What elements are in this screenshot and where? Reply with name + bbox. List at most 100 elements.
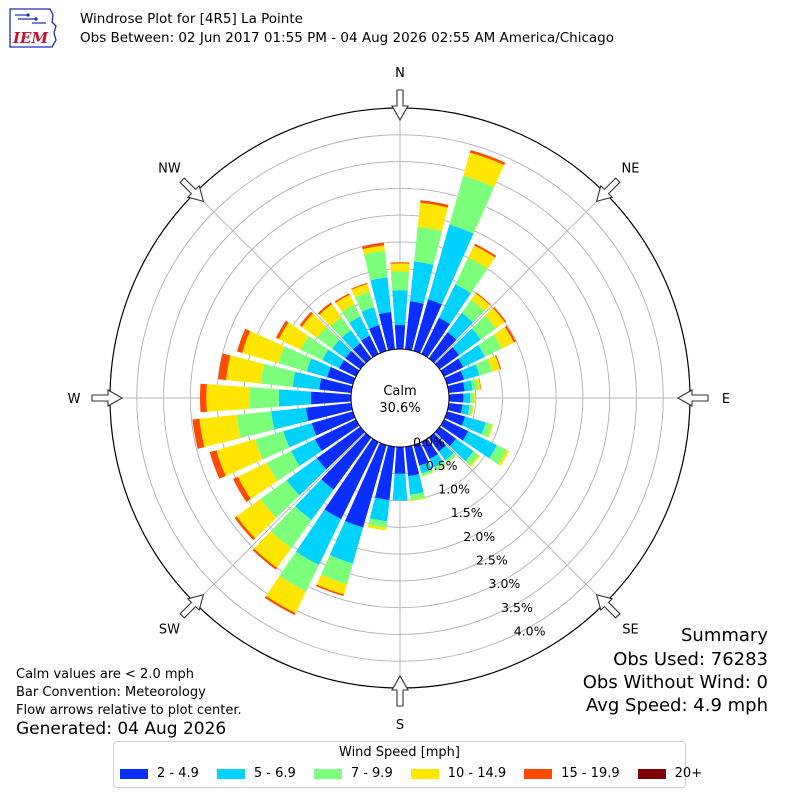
bar-segment: [465, 451, 479, 466]
bar-segment: [463, 392, 471, 404]
flow-arrow-icon: [91, 389, 124, 407]
bar-segment: [478, 378, 482, 390]
bar-segment: [392, 290, 408, 326]
bar-segment: [471, 315, 497, 340]
iem-logo: IEM: [6, 6, 62, 50]
compass-label: W: [68, 392, 81, 407]
bar-segment: [409, 261, 434, 304]
bar-segment: [462, 431, 498, 459]
bar-segment: [339, 360, 360, 377]
flow-arrow-icon: [595, 177, 621, 203]
bar-segment: [367, 524, 387, 531]
bar-segment: [324, 438, 379, 520]
bar-segment: [394, 324, 406, 350]
bar-segment: [341, 330, 361, 350]
flow-arrow-icon: [179, 593, 205, 619]
bar-segment: [422, 472, 434, 477]
bar-segment: [329, 520, 364, 564]
bar-segment: [419, 462, 433, 474]
bar-segment: [236, 328, 251, 354]
bar-segment: [209, 450, 226, 479]
bar-segment: [345, 442, 387, 528]
radial-tick-label: 3.0%: [489, 576, 521, 591]
bar-segment: [440, 358, 464, 377]
speed-legend: Wind Speed [mph] 2 - 4.9 5 - 6.9 7 - 9.9 10…: [113, 741, 702, 788]
bar-segment: [449, 438, 474, 462]
bar-segment: [473, 392, 476, 404]
bar-segment: [286, 458, 327, 496]
bar-segment: [435, 347, 460, 370]
flow-arrow-icon: [391, 674, 409, 707]
bar-segment: [236, 498, 277, 539]
bar-segment: [433, 462, 446, 471]
flow-arrow-icon: [179, 177, 205, 203]
bar-segment: [474, 243, 497, 258]
bar-segment: [475, 358, 493, 376]
legend-item: 2 - 4.9: [120, 766, 199, 781]
bar-segment: [438, 445, 454, 461]
bar-segment: [363, 250, 388, 281]
radial-tick-label: 3.5%: [501, 600, 533, 615]
bar-segment: [316, 426, 365, 470]
bar-segment: [335, 294, 355, 312]
radial-tick-label: 2.0%: [463, 529, 495, 544]
legend-swatch: [216, 768, 245, 779]
flow-arrows: [91, 89, 709, 707]
bar-segment: [292, 371, 322, 390]
bar-segment: [469, 150, 506, 166]
bar-segment: [299, 311, 313, 327]
legend-label: 5 - 6.9: [253, 766, 296, 781]
bar-segment: [461, 299, 485, 323]
bar-segment: [264, 596, 296, 616]
bar-segment: [504, 325, 516, 343]
bar-segment: [413, 442, 429, 466]
bar-segment: [316, 574, 347, 595]
bar-segment: [334, 293, 350, 303]
bar-segment: [295, 479, 334, 521]
bar-segment: [192, 418, 205, 449]
bar-segment: [321, 433, 372, 490]
bar-segment: [315, 584, 345, 597]
bar-segment: [314, 419, 360, 451]
bar-segment: [332, 339, 352, 359]
bar-segment: [271, 407, 309, 430]
bar-segment: [448, 393, 464, 403]
bar-segment: [351, 283, 370, 298]
bar-segment: [455, 257, 488, 294]
bar-segment: [435, 464, 446, 471]
compass-label: S: [396, 718, 404, 733]
legend-label: 10 - 14.9: [447, 766, 507, 781]
bar-segment: [237, 462, 278, 500]
summary-obs-without-wind: Obs Without Wind: 0: [582, 672, 768, 693]
bar-segment: [438, 284, 472, 325]
bar-segment: [445, 453, 456, 463]
bar-segment: [361, 335, 379, 358]
bar-segment: [319, 304, 342, 327]
bar-segment: [199, 383, 207, 413]
bar-segment: [278, 322, 309, 350]
legend-swatch: [313, 768, 342, 779]
legend-items: 2 - 4.9 5 - 6.9 7 - 9.9 10 - 14.9 15 - 19.9 2…: [120, 766, 720, 781]
bar-segment: [265, 576, 307, 614]
bar-segment: [311, 411, 356, 436]
compass-labels: N NE E SE S SW W NW: [68, 66, 731, 733]
bar-segment: [394, 446, 406, 474]
bar-segment: [492, 306, 507, 323]
bar-segment: [275, 320, 289, 340]
compass-label: SW: [159, 623, 180, 638]
flow-arrow-icon: [391, 89, 409, 122]
bar-segment: [301, 313, 327, 338]
radial-tick-label: 2.5%: [476, 552, 508, 567]
legend-swatch: [410, 768, 439, 779]
bar-segment: [467, 405, 473, 416]
bar-segment: [310, 391, 352, 405]
bar-segment: [290, 439, 322, 467]
bar-segment: [444, 411, 466, 426]
legend-swatch: [637, 768, 666, 779]
radial-tick-label: 0.5%: [426, 458, 458, 473]
legend-label: 7 - 9.9: [350, 766, 393, 781]
legend-item: 5 - 6.9: [216, 766, 296, 781]
bar-segment: [495, 355, 502, 370]
legend-label: 15 - 19.9: [561, 766, 620, 781]
radial-tick-label: 1.5%: [451, 505, 483, 520]
